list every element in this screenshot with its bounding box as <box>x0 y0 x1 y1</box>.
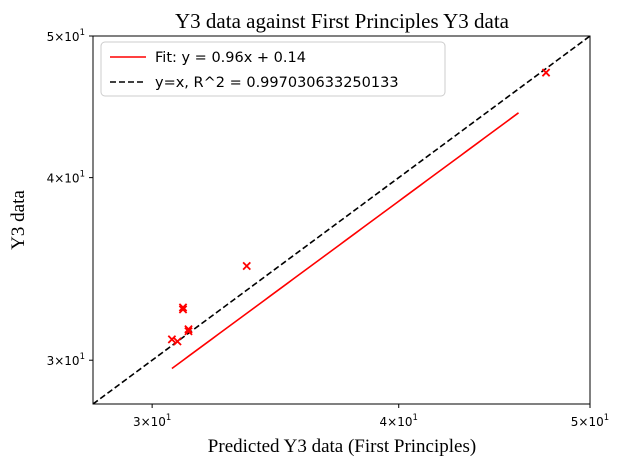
legend: Fit: y = 0.96x + 0.14 y=x, R^2 = 0.99703… <box>100 41 446 97</box>
data-point <box>184 325 193 334</box>
data-point <box>184 327 193 336</box>
data-point <box>541 68 551 77</box>
x-tick-label: 3×101 <box>133 413 171 429</box>
legend-box <box>100 41 446 97</box>
x-tick-label: 4×101 <box>380 413 418 429</box>
chart-title: Y3 data against First Principles Y3 data <box>175 9 510 33</box>
data-point <box>242 261 251 271</box>
legend-fit-label: Fit: y = 0.96x + 0.14 <box>155 50 306 66</box>
data-point <box>178 305 188 314</box>
axes-frame <box>92 35 591 405</box>
data-point <box>173 337 182 346</box>
axis-ticks: 3×101 4×101 5×101 3×101 4×101 5×101 <box>47 28 610 429</box>
data-point <box>178 303 188 312</box>
plot-series <box>93 36 590 404</box>
legend-identity-label: y=x, R^2 = 0.997030633250133 <box>155 75 399 91</box>
y-axis-label: Y3 data <box>8 190 29 250</box>
y-tick-label: 3×101 <box>47 352 85 368</box>
y-tick-label: 5×101 <box>47 28 85 44</box>
fit-line <box>171 112 520 370</box>
x-axis-label: Predicted Y3 data (First Principles) <box>208 436 476 457</box>
x-tick-label: 5×101 <box>571 413 609 429</box>
y-tick-label: 4×101 <box>47 170 85 186</box>
plot-area <box>93 36 590 404</box>
data-point <box>167 335 177 344</box>
